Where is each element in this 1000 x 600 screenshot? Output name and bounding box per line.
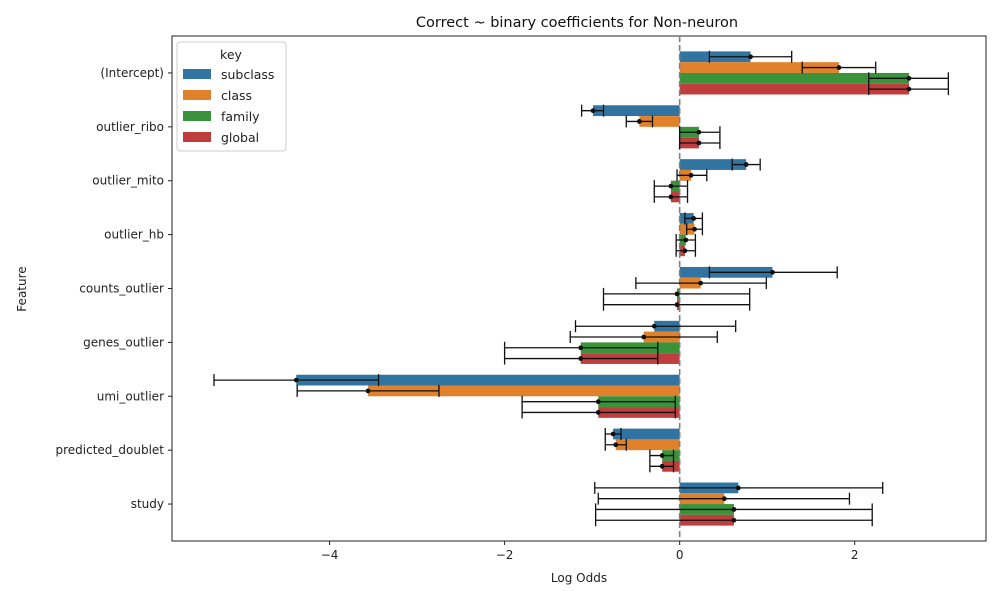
point-global-6 <box>595 410 601 415</box>
y-tick-label: genes_outlier <box>83 335 164 349</box>
legend-swatch-family <box>183 111 211 121</box>
bar-class-7 <box>615 439 680 451</box>
legend-label-subclass: subclass <box>221 67 274 82</box>
legend-swatch-subclass <box>183 69 211 79</box>
point-global-1 <box>696 140 702 146</box>
bar-class-1 <box>639 116 680 127</box>
y-tick-label: outlier_mito <box>92 174 164 188</box>
bar-subclass-2 <box>679 159 747 170</box>
legend-swatch-global <box>183 132 211 142</box>
point-family-3 <box>683 237 689 243</box>
point-global-8 <box>731 517 737 523</box>
y-tick-label: study <box>131 497 164 511</box>
legend-label-global: global <box>221 130 259 145</box>
bars-layer <box>296 51 909 526</box>
y-tick-label: (Intercept) <box>100 66 164 80</box>
point-family-0 <box>906 75 912 81</box>
point-class-2 <box>688 172 694 178</box>
legend: key subclass class family global <box>176 41 287 152</box>
x-tick-label: 2 <box>851 548 859 562</box>
point-class-6 <box>365 388 371 394</box>
plot-frame <box>171 35 987 542</box>
point-global-0 <box>906 86 912 92</box>
x-tick-label: −2 <box>496 548 514 562</box>
point-family-5 <box>578 345 584 351</box>
point-class-1 <box>636 119 642 124</box>
y-tick-label: outlier_ribo <box>96 120 164 134</box>
point-family-8 <box>731 507 737 512</box>
point-family-7 <box>659 453 665 458</box>
point-class-4 <box>698 280 704 286</box>
point-family-2 <box>668 183 674 189</box>
point-subclass-5 <box>651 323 657 329</box>
point-class-8 <box>721 496 727 502</box>
bar-class-0 <box>679 62 839 73</box>
point-class-3 <box>692 226 697 232</box>
bar-class-6 <box>368 385 680 397</box>
y-tick-label: umi_outlier <box>97 389 164 403</box>
point-class-0 <box>836 65 842 70</box>
point-subclass-0 <box>748 54 753 60</box>
legend-label-class: class <box>221 88 252 103</box>
point-global-7 <box>659 463 665 469</box>
point-global-3 <box>682 248 688 254</box>
legend-label-family: family <box>221 109 260 124</box>
point-family-1 <box>696 129 702 135</box>
y-tick-label: predicted_doublet <box>55 443 164 457</box>
bar-subclass-7 <box>613 428 680 440</box>
point-subclass-2 <box>743 162 749 167</box>
point-global-4 <box>674 302 680 308</box>
point-subclass-3 <box>691 216 697 221</box>
point-family-4 <box>674 291 680 297</box>
x-axis-label: Log Odds <box>551 571 607 585</box>
bar-family-0 <box>679 72 909 84</box>
point-class-5 <box>641 334 647 340</box>
y-axis: (Intercept) outlier_ribo outlier_mitooutli… <box>55 66 172 511</box>
legend-title: key <box>220 47 242 62</box>
bar-global-0 <box>679 83 909 95</box>
point-global-2 <box>668 194 674 200</box>
error-bars-layer <box>213 50 950 527</box>
point-subclass-1 <box>590 108 596 114</box>
legend-items: subclass class family global <box>183 67 274 145</box>
x-axis: −4 −2 0 2 <box>321 541 859 562</box>
y-tick-label: outlier_hb <box>104 228 164 242</box>
legend-swatch-class <box>183 90 211 100</box>
bar-subclass-1 <box>593 105 680 117</box>
x-tick-label: 0 <box>676 548 684 562</box>
point-class-7 <box>613 442 619 448</box>
x-tick-label: −4 <box>321 548 339 562</box>
point-subclass-7 <box>610 431 616 437</box>
point-subclass-6 <box>293 377 299 383</box>
point-subclass-4 <box>770 269 775 275</box>
bar-subclass-6 <box>296 374 680 386</box>
y-axis-label: Feature <box>15 266 29 311</box>
point-subclass-8 <box>735 485 741 491</box>
point-family-6 <box>595 399 601 405</box>
point-global-5 <box>578 356 584 361</box>
chart-title: Correct ~ binary coefficients for Non-ne… <box>416 15 738 31</box>
y-tick-label: counts_outlier <box>79 282 164 296</box>
